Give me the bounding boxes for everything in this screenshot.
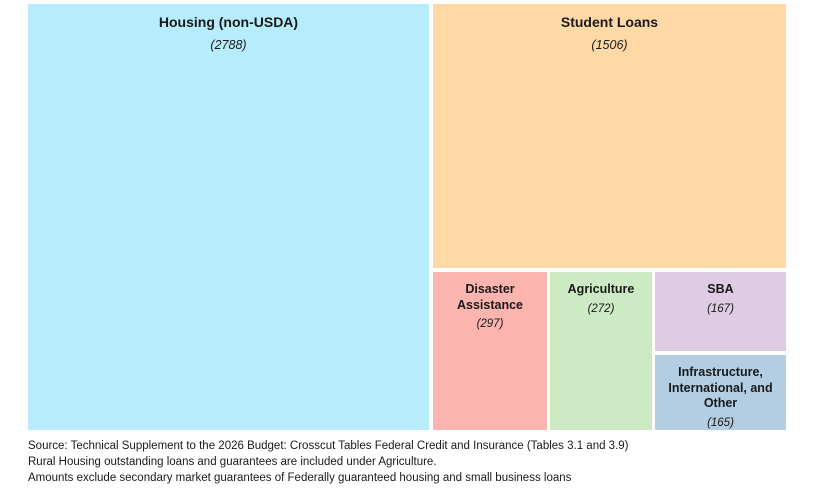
footnote-secondary-market: Amounts exclude secondary market guarant… [28,472,572,484]
block-value-student-loans: (1506) [591,37,628,52]
block-value-disaster-assistance: (297) [476,318,504,331]
treemap-block-housing: Housing (non-USDA) (2788) [28,4,429,430]
block-label-student-loans: Student Loans [560,14,659,30]
block-label-disaster-assistance: Disaster Assistance [456,282,523,312]
block-value-infrastructure-international-other: (165) [707,416,734,429]
treemap: Housing (non-USDA) (2788) Student Loans … [28,4,786,430]
treemap-block-disaster-assistance: Disaster Assistance (297) [433,272,547,430]
treemap-block-sba: SBA (167) [655,272,786,351]
block-value-sba: (167) [707,302,734,315]
block-value-housing: (2788) [210,37,247,52]
chart-footnotes: Source: Technical Supplement to the 2026… [28,438,798,486]
block-label-infrastructure-international-other: Infrastructure, International, and Other [668,365,773,411]
treemap-block-student-loans: Student Loans (1506) [433,4,786,268]
block-label-sba: SBA [707,282,734,296]
treemap-block-agriculture: Agriculture (272) [550,272,652,430]
treemap-block-infrastructure-international-other: Infrastructure, International, and Other… [655,355,786,430]
footnote-rural-housing: Rural Housing outstanding loans and guar… [28,456,437,468]
footnote-source: Source: Technical Supplement to the 2026… [28,440,629,452]
block-label-agriculture: Agriculture [567,282,635,296]
block-value-agriculture: (272) [587,302,615,315]
block-label-housing: Housing (non-USDA) [158,14,299,30]
